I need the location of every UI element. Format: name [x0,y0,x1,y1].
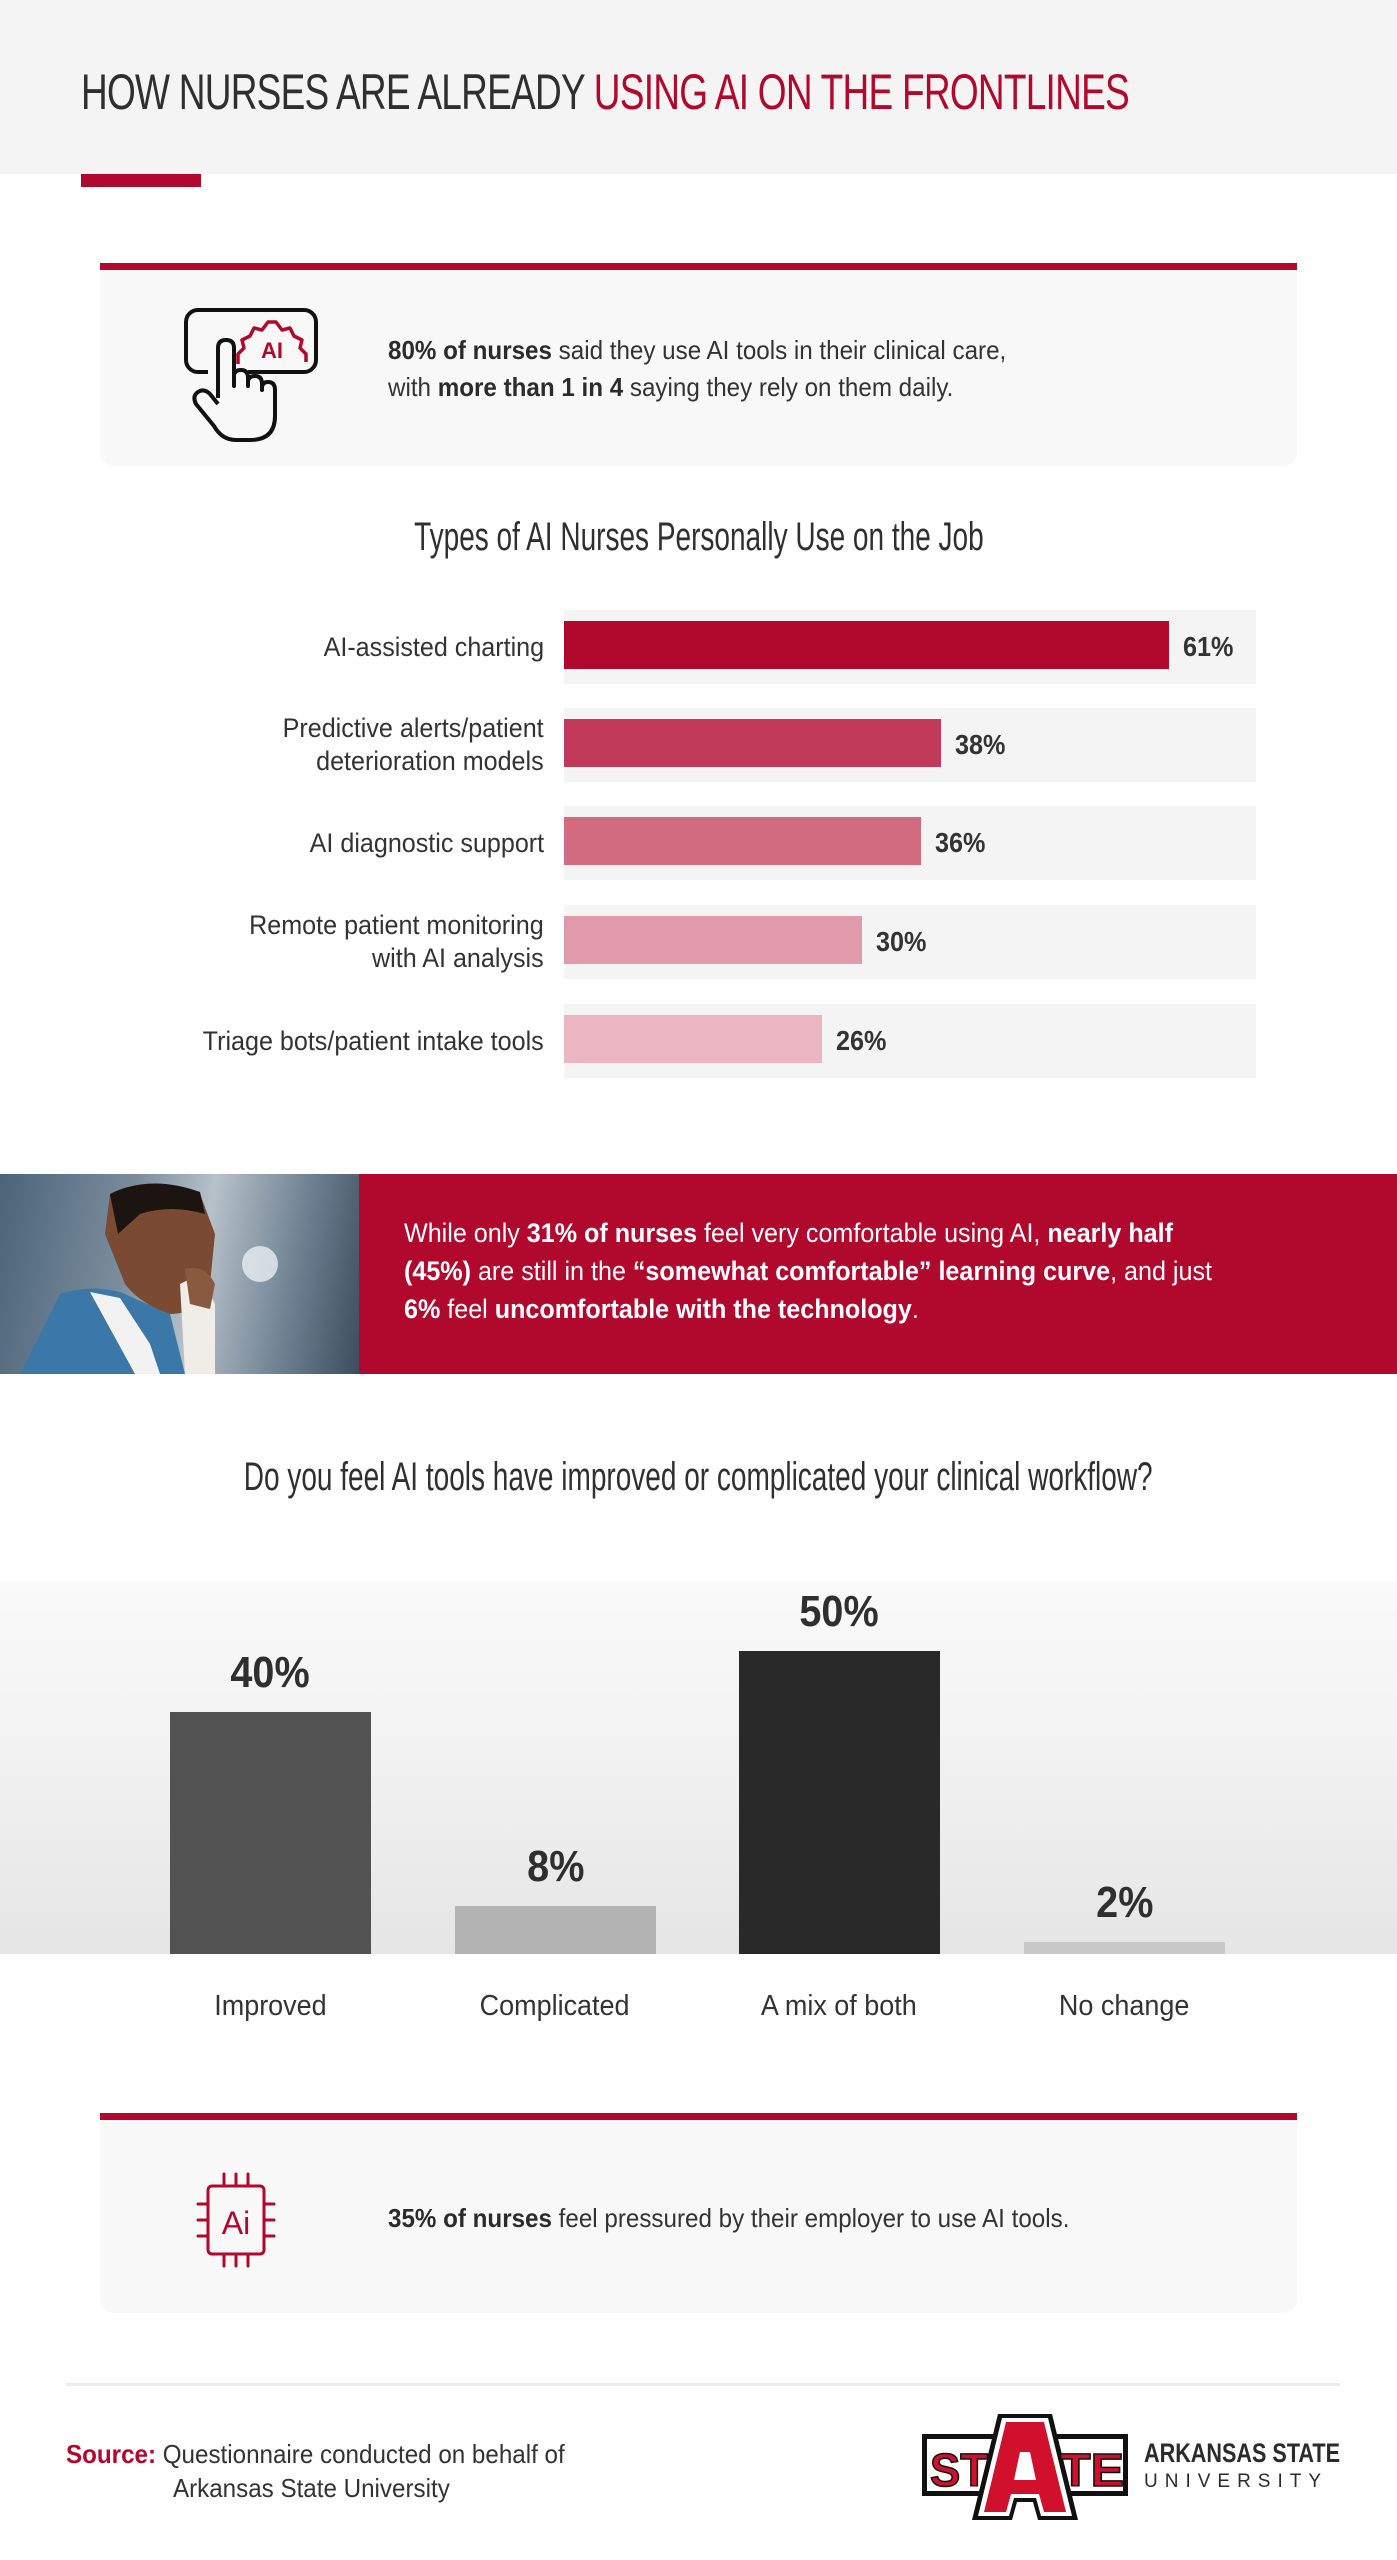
vbar [1024,1941,1225,1954]
vbar [455,1905,656,1954]
svg-text:ST: ST [930,2444,988,2496]
workflow-chart-title: Do you feel AI tools have improved or co… [244,1455,1153,1499]
vbar-value: 50% [799,1587,880,1636]
hand-touch-ai-gear-icon: AI [184,308,318,442]
stat-card-pressure: Ai 35% of nurses feel pressured by their… [100,2113,1297,2313]
vbar-category-label: A mix of both [761,1990,917,2022]
comfort-banner: While only 31% of nurses feel very comfo… [0,1174,1397,1374]
logo-subtitle: UNIVERSITY [1144,2471,1329,2492]
bar [564,1015,822,1063]
workflow-bar-chart: 40% 8% 50% 2% [0,1582,1397,1954]
nurse-photo-illustration [20,1183,278,1374]
vbar-category-label: Improved [213,1990,327,2022]
source-citation: Source: Questionnaire conducted on behal… [66,2439,565,2503]
stat-pressure-text: 35% of nurses feel pressured by their em… [388,2203,1070,2233]
ai-chip-icon: Ai [196,2172,276,2268]
vbar [170,1711,371,1954]
bar-value: 38% [954,729,1006,760]
bar [564,621,1169,669]
bar [564,916,862,964]
bar-value: 26% [835,1025,887,1056]
svg-text:TE: TE [1060,2444,1124,2496]
bar-label: AI diagnostic support [309,827,544,858]
bar [564,817,922,865]
bar-value: 61% [1183,631,1234,662]
bar-row: AI-assisted charting 61% [0,610,1397,684]
nurse-photo [0,1174,359,1374]
comfort-text: While only 31% of nurses feel very comfo… [404,1218,1213,1324]
page-title-part1: HOW NURSES ARE ALREADY [81,64,594,120]
svg-text:AI: AI [261,338,283,363]
stat-usage-text: 80% of nurses said they use AI tools in … [388,335,1007,402]
title-accent-bar [81,174,201,187]
arkansas-state-logo: ST TE ARKANSAS STATE UNIVERSITY [920,2412,1340,2522]
bar-label: Triage bots/patient intake tools [202,1025,544,1056]
bar-row: Triage bots/patient intake tools 26% [0,1004,1397,1078]
vbar-value: 40% [230,1647,311,1697]
bar-row: Predictive alerts/patient deterioration m… [0,708,1397,782]
footer-divider [66,2383,1340,2386]
bar-label: Remote patient monitoring with AI analysi… [249,910,544,973]
vbar-value: 8% [526,1841,585,1891]
ai-types-chart-title: Types of AI Nurses Personally Use on the… [413,515,984,559]
vbar-value: 2% [1095,1877,1154,1927]
bar [564,719,941,767]
bar-row: AI diagnostic support 36% [0,806,1397,880]
page-title-part2: USING AI ON THE FRONTLINES [593,64,1130,120]
page-header: HOW NURSES ARE ALREADY USING AI ON THE F… [0,0,1397,174]
stat-card-usage: AI 80% of nurses said they use AI tools … [100,263,1297,466]
vbar-category-label: Complicated [480,1990,630,2022]
logo-name: ARKANSAS STATE [1144,2438,1341,2468]
bar-value: 36% [935,827,986,858]
vbar-category-label: No change [1058,1990,1190,2022]
bar-label: Predictive alerts/patient deterioration m… [283,713,544,776]
vbar [739,1651,940,1954]
a-state-logo-mark-icon: ST TE [922,2414,1128,2520]
bar-row: Remote patient monitoring with AI analysi… [0,905,1397,979]
svg-text:Ai: Ai [222,2205,250,2241]
bar-value: 30% [875,926,926,957]
page-title: HOW NURSES ARE ALREADY USING AI ON THE F… [81,62,1130,122]
bar-label: AI-assisted charting [323,631,544,662]
